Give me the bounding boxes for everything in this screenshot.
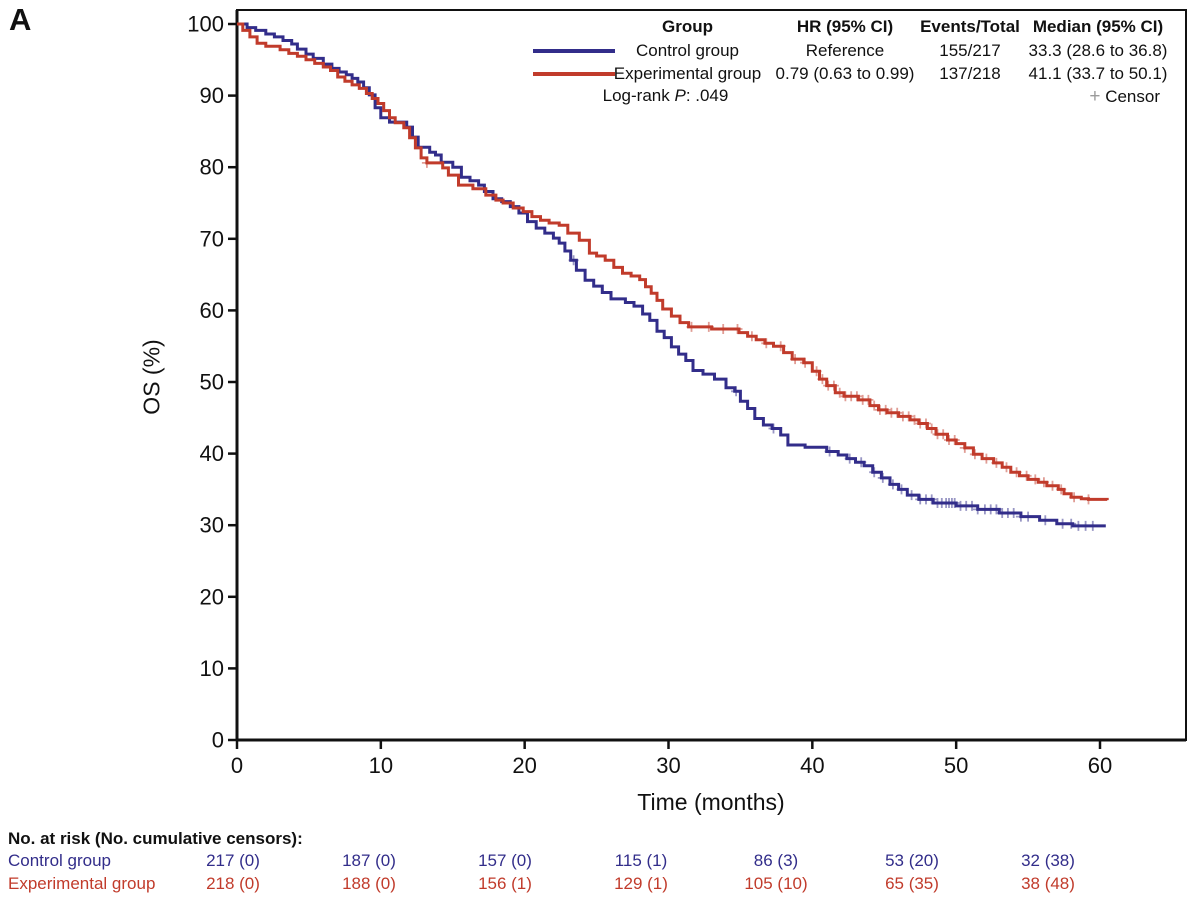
logrank-p-value: Log-rank P: .049 xyxy=(578,86,753,106)
risk-row-label: Experimental group xyxy=(8,874,156,893)
y-tick-label: 20 xyxy=(200,584,224,609)
legend-experimental-events: 137/218 xyxy=(939,64,1001,83)
risk-count: 157 (0) xyxy=(478,851,532,870)
y-axis-title: OS (%) xyxy=(138,339,165,415)
risk-count: 65 (35) xyxy=(885,874,939,893)
legend-header-hr: HR (95% CI) xyxy=(796,17,894,36)
y-tick-label: 40 xyxy=(200,441,224,466)
risk-count: 115 (1) xyxy=(614,851,668,870)
risk-count: 217 (0) xyxy=(206,851,260,870)
x-axis-title: Time (months) xyxy=(637,789,785,815)
x-tick-label: 20 xyxy=(512,753,536,778)
legend-control-median: 33.3 (28.6 to 36.8) xyxy=(1028,41,1168,60)
risk-count: 32 (38) xyxy=(1021,851,1075,870)
censor-plus-icon: + xyxy=(1089,86,1101,107)
risk-count: 86 (3) xyxy=(753,851,799,870)
x-tick-label: 50 xyxy=(944,753,968,778)
x-tick-label: 30 xyxy=(656,753,680,778)
x-tick-label: 0 xyxy=(231,753,243,778)
risk-row-experimental: Experimental group 218 (0) 188 (0) 156 (1) 1… xyxy=(0,874,1199,894)
censor-label: Censor xyxy=(1100,87,1160,106)
risk-count: 38 (48) xyxy=(1021,874,1075,893)
legend-line-experimental xyxy=(533,72,615,76)
risk-table-title: No. at risk (No. cumulative censors): xyxy=(8,829,303,848)
logrank-suffix: : .049 xyxy=(685,86,729,105)
y-tick-label: 50 xyxy=(200,370,224,395)
x-tick-label: 10 xyxy=(369,753,393,778)
risk-row-control: Control group 217 (0) 187 (0) 157 (0) 115 (1… xyxy=(0,851,1199,871)
legend-header-group: Group xyxy=(662,17,713,36)
x-tick-label: 60 xyxy=(1088,753,1112,778)
risk-count: 129 (1) xyxy=(614,874,668,893)
y-tick-label: 10 xyxy=(200,656,224,681)
legend-experimental-group: Experimental group xyxy=(613,64,762,83)
censor-marks-control xyxy=(568,255,1098,531)
censor-legend: + Censor xyxy=(1000,86,1160,108)
risk-count: 218 (0) xyxy=(206,874,260,893)
censor-marks-experimental xyxy=(421,157,1094,505)
legend-control-hr: Reference xyxy=(805,41,885,60)
km-plot: 0 10 20 30 40 50 60 0 10 20 30 40 50 60 70 80 90 100 xyxy=(187,9,1187,778)
km-curve-experimental xyxy=(237,22,1109,501)
legend-header-median: Median (95% CI) xyxy=(1032,17,1164,36)
risk-count: 188 (0) xyxy=(342,874,396,893)
y-tick-label: 100 xyxy=(187,12,224,37)
y-tick-label: 0 xyxy=(212,728,224,753)
x-tick-label: 40 xyxy=(800,753,824,778)
panel-label: A xyxy=(9,2,32,37)
risk-count: 53 (20) xyxy=(885,851,939,870)
risk-row-label: Control group xyxy=(8,851,112,870)
logrank-p: P xyxy=(674,86,686,105)
risk-count: 156 (1) xyxy=(478,874,532,893)
y-tick-label: 90 xyxy=(200,83,224,108)
y-tick-label: 30 xyxy=(200,513,224,538)
y-tick-label: 70 xyxy=(200,226,224,251)
y-tick-label: 80 xyxy=(200,155,224,180)
km-curve-control xyxy=(237,22,1106,528)
legend-header-events: Events/Total xyxy=(920,17,1020,36)
y-tick-label: 60 xyxy=(200,298,224,323)
legend-experimental-median: 41.1 (33.7 to 50.1) xyxy=(1028,64,1168,83)
logrank-prefix: Log-rank xyxy=(602,86,675,105)
legend-control-events: 155/217 xyxy=(939,41,1001,60)
risk-count: 187 (0) xyxy=(342,851,396,870)
legend-experimental-hr: 0.79 (0.63 to 0.99) xyxy=(775,64,915,83)
legend-line-control xyxy=(533,49,615,53)
risk-count: 105 (10) xyxy=(744,874,808,893)
legend-control-group: Control group xyxy=(635,41,739,60)
